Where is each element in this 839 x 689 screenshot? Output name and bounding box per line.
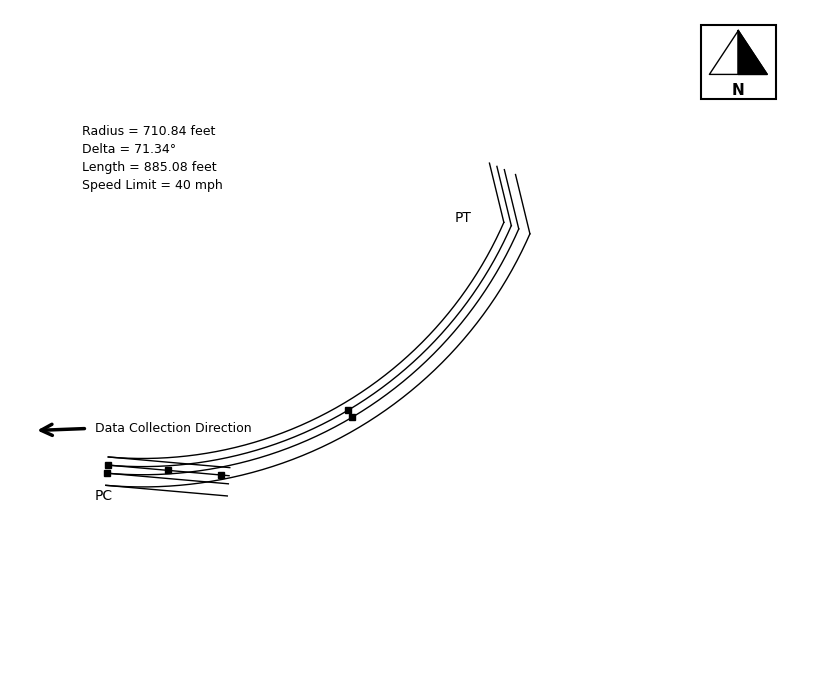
Text: Data Collection Direction: Data Collection Direction — [96, 422, 252, 435]
Text: PC: PC — [95, 489, 112, 504]
Text: N: N — [732, 83, 745, 99]
Text: PT: PT — [455, 212, 472, 225]
Polygon shape — [738, 30, 767, 74]
Text: Radius = 710.84 feet
Delta = 71.34°
Length = 885.08 feet
Speed Limit = 40 mph: Radius = 710.84 feet Delta = 71.34° Leng… — [81, 125, 222, 192]
Polygon shape — [710, 30, 738, 74]
